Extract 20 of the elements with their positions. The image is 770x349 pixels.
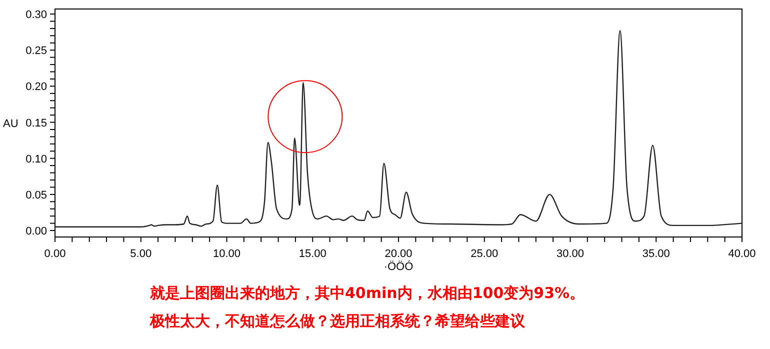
y-tick-label: 0.25 [26,45,47,58]
x-tick-label: 30.00 [556,248,584,260]
y-tick-label: 0.30 [26,9,47,22]
x-tick-label: 15.00 [298,248,326,260]
x-tick-label: 10.00 [212,248,241,260]
x-axis-title: ·ÖÖÓ [384,260,414,273]
text: 就是上图圈出来的地方，其中40min内，水相由100变为93%。 [149,284,585,302]
x-tick-label: 0.00 [44,248,66,260]
x-tick-label: 20.00 [384,248,412,260]
x-tick-label: 35.00 [642,248,670,260]
y-axis-title: AU [3,118,18,130]
y-tick-label: 0.00 [26,226,47,238]
y-tick-label: 0.05 [26,189,47,202]
x-tick-label: 5.00 [130,248,152,260]
x-tick-label: 25.00 [470,248,498,260]
y-tick-label: 0.10 [26,153,47,166]
y-tick-label: 0.20 [26,81,47,94]
x-tick-label: 40.00 [728,248,756,260]
y-tick-label: 0.15 [26,117,47,130]
text: 极性太大，不知道怎么做？选用正相系统？希望给些建议 [149,312,526,330]
